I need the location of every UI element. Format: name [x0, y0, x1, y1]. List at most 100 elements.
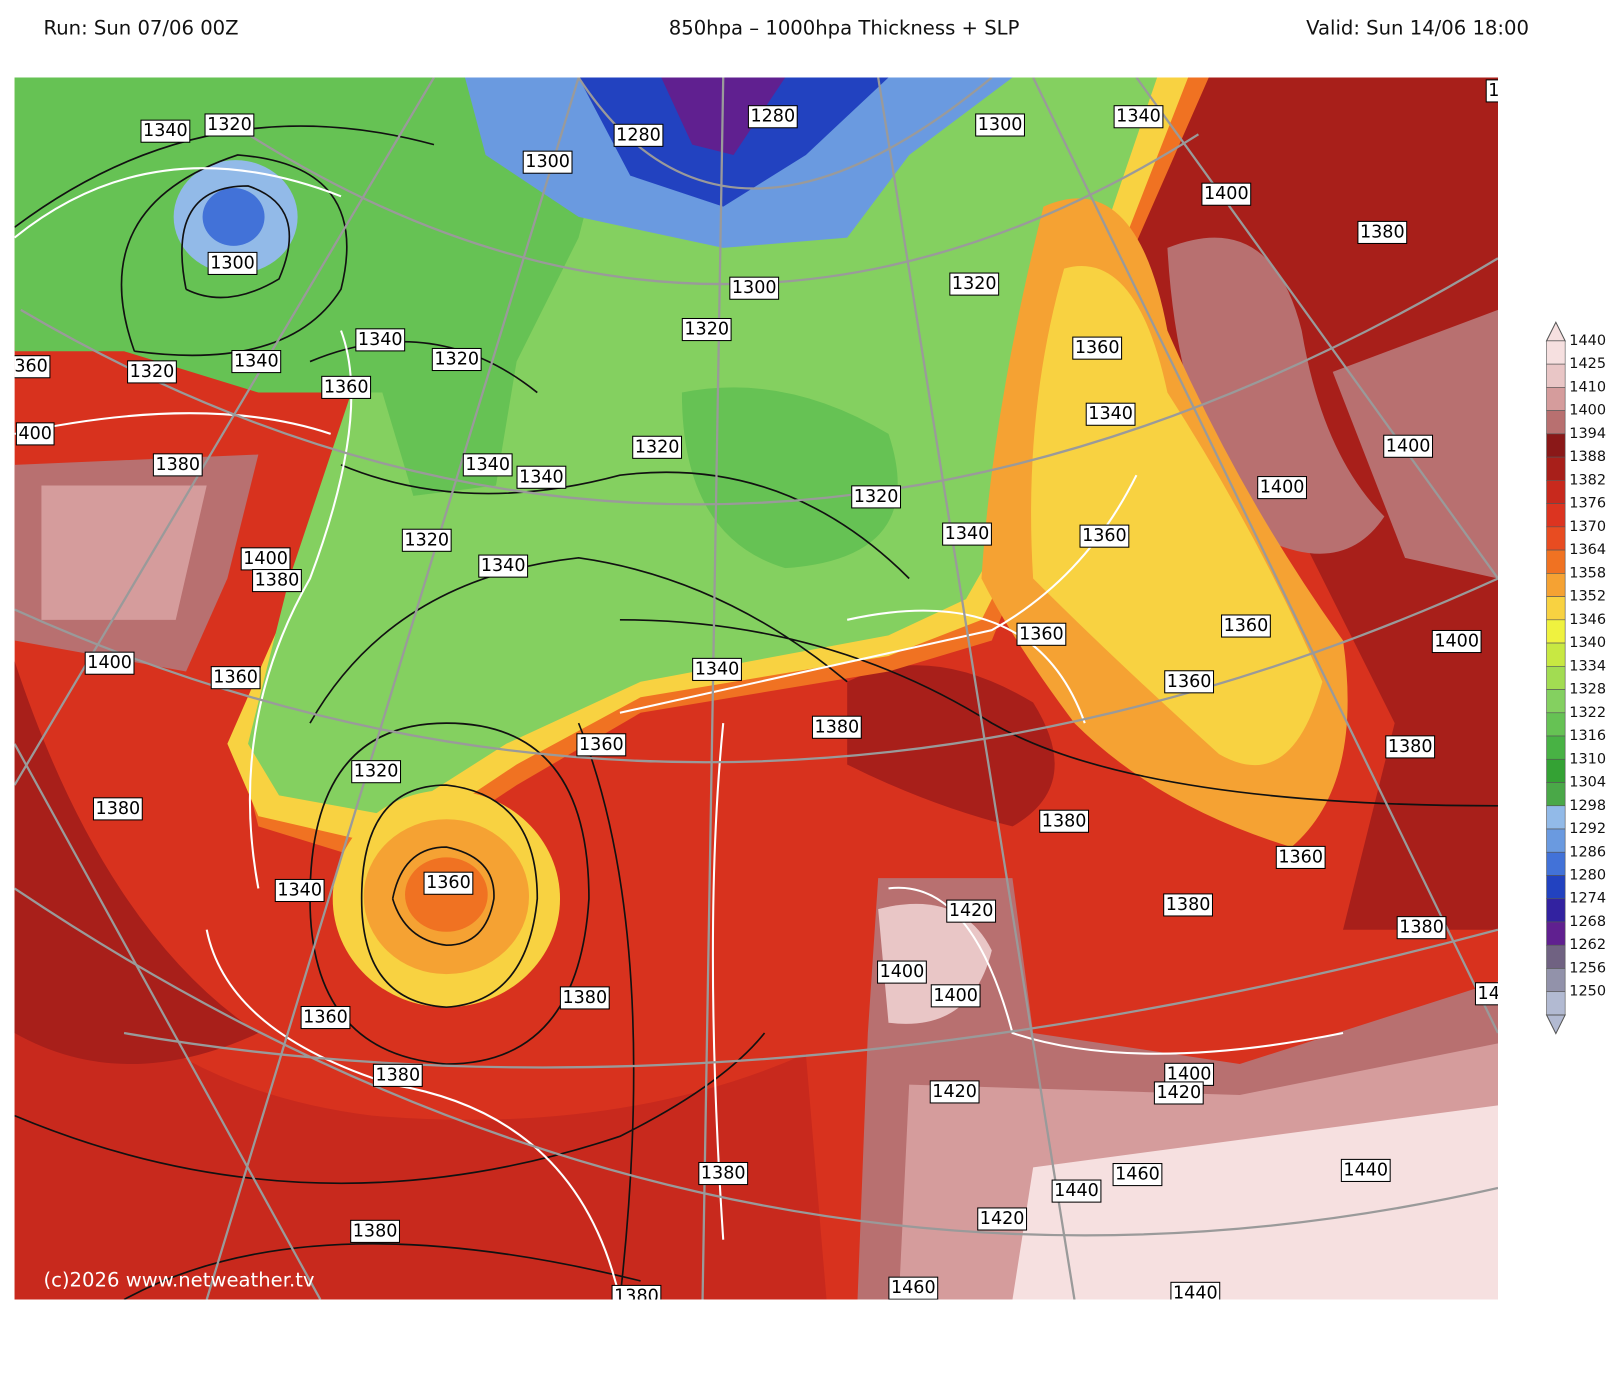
- contour-label-box: [478, 554, 529, 578]
- contour-label-box: [321, 375, 372, 399]
- legend-label: 1328: [1569, 682, 1606, 698]
- contour-label: 1340: [358, 330, 403, 350]
- contour-label: 1380: [375, 1065, 420, 1085]
- legend-label: 1292: [1569, 821, 1606, 837]
- legend-label: 1322: [1569, 705, 1606, 721]
- legend-swatch: [1546, 619, 1566, 644]
- contour-label-box: [1257, 476, 1308, 500]
- legend-label: 1425: [1569, 356, 1606, 372]
- contour-label-box: [210, 666, 261, 690]
- contour-label: 1320: [207, 115, 252, 135]
- contour-label-box: [949, 272, 1000, 296]
- legend-label: 1346: [1569, 612, 1606, 628]
- contour-label-box: [851, 485, 902, 509]
- contour-label: 1400: [243, 549, 288, 569]
- contour-label: 1380: [1388, 737, 1433, 757]
- contour-label: 1360: [303, 1008, 348, 1028]
- contour-label: 1440: [1343, 1160, 1388, 1180]
- contour-label-box: [1079, 524, 1130, 548]
- contour-label: 1380: [353, 1221, 398, 1241]
- legend-swatch: [1546, 596, 1566, 621]
- contour-label: 1440: [1054, 1181, 1099, 1201]
- legend-swatch: [1546, 433, 1566, 458]
- contour-label: 1300: [210, 253, 255, 273]
- contour-label-box: [152, 453, 203, 477]
- legend-swatch: [1546, 456, 1566, 481]
- contour-label: 1360: [1075, 338, 1120, 358]
- legend-swatch: [1546, 828, 1566, 853]
- contour-label: 1300: [978, 115, 1023, 135]
- contour-label: 1320: [854, 487, 899, 507]
- legend-label: 1280: [1569, 867, 1606, 883]
- contour-label-box: [1474, 982, 1499, 1006]
- contour-label: 1380: [1399, 918, 1444, 938]
- legend-label: 1340: [1569, 635, 1606, 651]
- legend-swatch: [1546, 340, 1566, 365]
- legend-label: 1256: [1569, 960, 1606, 976]
- contour-label-box: [84, 651, 135, 675]
- contour-label: 1400: [1386, 436, 1431, 456]
- legend-swatch: [1546, 642, 1566, 667]
- contour-label-box: [431, 347, 482, 372]
- contour-label-box: [681, 317, 732, 342]
- contour-label-box: [559, 986, 610, 1010]
- contour-label: 1340: [465, 455, 510, 475]
- contour-label: 1420: [980, 1209, 1025, 1229]
- legend-swatch: [1546, 549, 1566, 574]
- legend-label: 1334: [1569, 658, 1606, 674]
- contour-label: 1380: [255, 571, 300, 591]
- legend-arrow-bottom: [1545, 1014, 1566, 1035]
- contour-label: 1340: [1116, 107, 1161, 127]
- contour-label-box: [92, 797, 143, 821]
- contour-label: 1: [1488, 81, 1499, 101]
- color-legend: 1440 1425 1410 1400 1394 1388 1382 1376 1370 1364…: [1545, 321, 1606, 1035]
- legend-label: 1304: [1569, 775, 1606, 791]
- legend-label: 1268: [1569, 914, 1606, 930]
- contour-label: 1340: [519, 467, 564, 487]
- contour-label-box: [811, 715, 862, 739]
- contour-label-box: [1164, 670, 1215, 694]
- legend-swatch: [1546, 363, 1566, 388]
- contour-label-box: [975, 113, 1025, 137]
- contour-label: 1340: [945, 524, 990, 544]
- contour-label-box: [1201, 182, 1252, 206]
- contour-label: 1380: [1360, 222, 1405, 242]
- legend-label: 1274: [1569, 891, 1606, 907]
- legend-label: 1352: [1569, 589, 1606, 605]
- contour-label-box: [1016, 622, 1067, 646]
- contour-label: 1380: [614, 1286, 659, 1306]
- contour-label-box: [401, 528, 452, 552]
- legend-swatch: [1546, 712, 1566, 737]
- contour-label: 1320: [635, 437, 680, 457]
- contour-label: 1360: [1082, 526, 1127, 546]
- map: (c)2026 www.netweather.tv 1340 1320 1300 12…: [14, 77, 1499, 1306]
- contour-label-box: [274, 878, 325, 903]
- contour-label-box: [1383, 434, 1434, 458]
- contour-label: 1420: [949, 901, 994, 921]
- contour-label: 1300: [525, 152, 570, 172]
- contour-label: 1360: [1224, 616, 1269, 636]
- contour-label-box: [1163, 893, 1214, 917]
- contour-label: 1340: [1088, 404, 1133, 424]
- legend-swatch: [1546, 851, 1566, 876]
- legend-swatch: [1546, 480, 1566, 504]
- contour-label-box: [1051, 1179, 1102, 1203]
- legend-label: 1298: [1569, 798, 1606, 814]
- contour-label: 1340: [143, 121, 188, 141]
- contour-label: 1420: [1156, 1083, 1201, 1103]
- legend-label: 1440: [1569, 333, 1606, 349]
- copyright: (c)2026 www.netweather.tv: [43, 1268, 314, 1291]
- contour-label-box: [1275, 845, 1326, 869]
- contour-label-box: [1072, 336, 1123, 360]
- legend-swatch: [1546, 921, 1566, 946]
- contour-label: 1400: [1204, 184, 1249, 204]
- contour-label: 1400: [87, 653, 132, 673]
- contour-label-box: [231, 350, 282, 374]
- legend-swatch: [1546, 387, 1566, 411]
- contour-label: 1380: [1042, 811, 1087, 831]
- contour-label-box: [14, 355, 51, 379]
- legend-swatch: [1546, 944, 1566, 969]
- contour-label: 1440: [1173, 1283, 1218, 1303]
- contour-label-box: [611, 1284, 662, 1300]
